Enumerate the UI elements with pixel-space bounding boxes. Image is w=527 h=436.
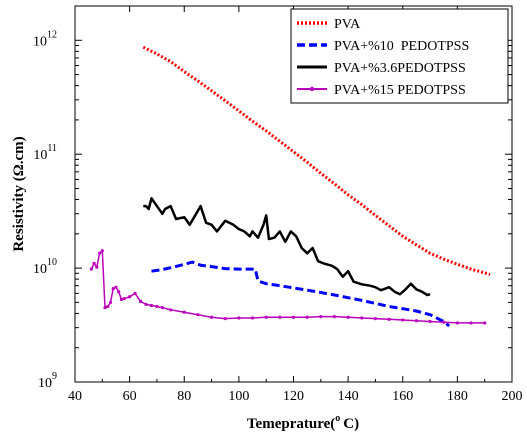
x-axis-title-main: Temeprature( [247, 416, 335, 432]
series-point-3-0 [89, 267, 93, 271]
x-tick-label-7: 180 [447, 389, 468, 404]
ticks-layer: 40 60 80 100 120 140 160 180 200 109 1010 1011 1012 [33, 5, 523, 404]
series-point-3-16 [144, 302, 148, 307]
series-point-3-27 [264, 315, 268, 319]
series-point-3-21 [182, 310, 186, 314]
series-point-3-29 [291, 315, 296, 319]
legend-marker-3 [309, 86, 315, 92]
series-point-3-34 [360, 316, 364, 320]
series-point-3-12 [122, 296, 126, 301]
x-tick-label-1: 60 [123, 389, 137, 404]
series-point-3-35 [373, 317, 378, 321]
series-point-3-2 [95, 265, 99, 269]
series-point-3-11 [119, 297, 124, 302]
x-axis-title-sup: o [335, 413, 340, 424]
series-point-3-19 [160, 305, 164, 310]
series-point-3-15 [138, 299, 143, 304]
series-point-3-37 [401, 318, 405, 322]
x-tick-label-3: 100 [228, 389, 249, 404]
series-point-3-39 [428, 319, 432, 324]
series-line-2 [143, 197, 431, 297]
y-tick-label-0: 109 [38, 371, 57, 391]
series-point-3-32 [332, 315, 337, 319]
series-point-3-9 [114, 285, 118, 289]
series-point-3-25 [237, 316, 241, 320]
series-point-3-7 [108, 300, 113, 304]
y-tick-label-2: 1011 [33, 143, 57, 163]
x-tick-label-4: 120 [283, 389, 304, 404]
series-point-3-20 [168, 308, 173, 312]
legend-label-0: PVA [334, 17, 361, 32]
series-point-3-22 [196, 313, 200, 317]
x-tick-label-5: 140 [338, 389, 359, 404]
series-point-3-38 [414, 319, 419, 323]
series-point-3-24 [223, 317, 227, 321]
legend-label-3: PVA+%15 PEDOTPSS [334, 83, 466, 98]
series-point-3-36 [387, 317, 391, 321]
y-tick-label-1: 1010 [33, 257, 57, 277]
series-layer [89, 45, 491, 328]
series-point-3-33 [346, 315, 350, 319]
series-point-3-31 [319, 315, 323, 319]
series-point-3-30 [305, 315, 309, 319]
series-point-3-28 [278, 315, 282, 319]
series-point-3-40 [442, 320, 446, 324]
series-point-3-1 [92, 261, 96, 265]
series-point-3-14 [133, 291, 137, 295]
series-point-3-4 [100, 249, 104, 253]
series-point-3-10 [117, 290, 121, 294]
legend-box [290, 8, 509, 104]
y-axis-title: Resistivity (Ω.cm) [11, 136, 27, 251]
series-point-3-13 [128, 295, 132, 299]
legend-label-2: PVA+%3.6PEDOTPSS [334, 61, 466, 76]
series-point-3-23 [209, 315, 214, 319]
series-point-3-8 [111, 287, 115, 291]
series-line-0 [142, 45, 491, 276]
series-line-3 [90, 249, 485, 324]
x-tick-label-6: 160 [392, 389, 413, 404]
series-point-3-3 [97, 251, 102, 255]
series-point-3-42 [469, 321, 473, 325]
legend: PVA PVA+%10 PEDOTPSS PVA+%3.6PEDOTPSS PVA+%… [290, 8, 509, 104]
x-tick-label-8: 200 [502, 389, 523, 404]
series-point-3-26 [250, 316, 255, 320]
series-point-3-6 [106, 304, 110, 309]
x-axis-title-end: C) [343, 416, 359, 432]
x-axis-title: Temeprature(o C) [247, 413, 359, 432]
legend-label-1: PVA+%10 PEDOTPSS [334, 39, 469, 54]
y-tick-label-3: 1012 [33, 29, 57, 49]
legend-items: PVA PVA+%10 PEDOTPSS PVA+%3.6PEDOTPSS PVA+%… [297, 17, 469, 98]
x-tick-label-2: 80 [177, 389, 191, 404]
series-point-3-5 [103, 305, 107, 310]
series-point-3-18 [155, 304, 159, 309]
series-point-3-17 [149, 303, 154, 308]
series-point-3-43 [483, 321, 487, 325]
x-tick-label-0: 40 [68, 389, 82, 404]
series-point-3-41 [455, 321, 459, 325]
